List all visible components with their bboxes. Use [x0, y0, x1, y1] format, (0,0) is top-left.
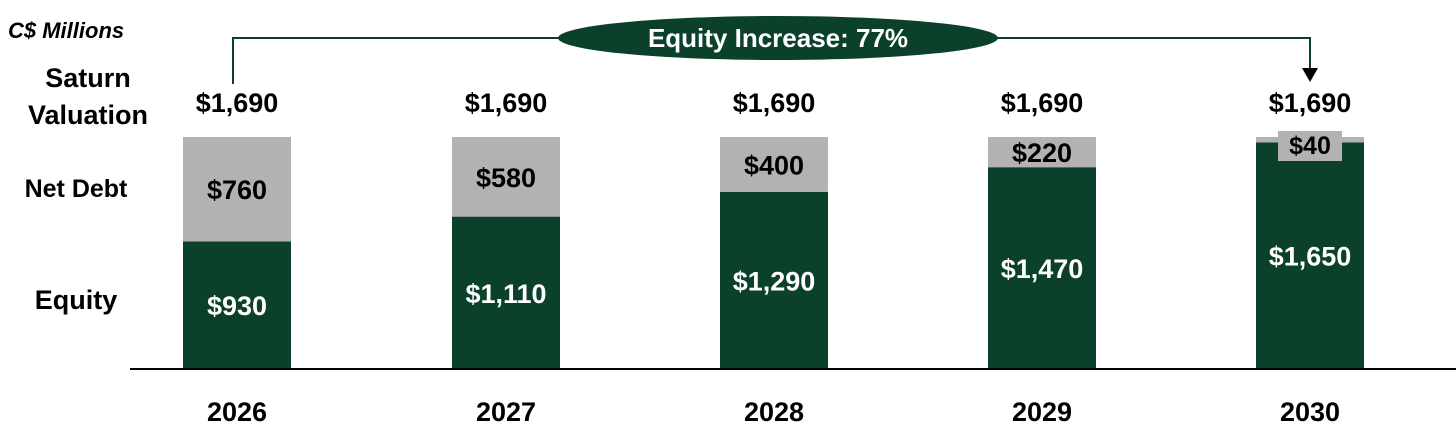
label-net-debt-2027: $580: [476, 163, 536, 193]
row-label-valuation-line2: Valuation: [28, 100, 148, 130]
tick-label-2030: 2030: [1280, 397, 1340, 427]
tick-label-2028: 2028: [744, 397, 804, 427]
label-equity-2030: $1,650: [1269, 242, 1352, 272]
bar-equity-2030: [1256, 142, 1364, 369]
label-total-2029: $1,690: [1001, 88, 1084, 118]
bars-group: $930 $760 $1,690 2026 $1,110 $580 $1,690 2027 $1…: [183, 88, 1364, 427]
row-label-equity: Equity: [35, 285, 118, 315]
callout-text: Equity Increase: 77%: [648, 23, 908, 53]
bar-net-debt-2027: [452, 137, 560, 217]
bar-equity-2028: [720, 191, 828, 369]
label-equity-2026: $930: [207, 291, 267, 321]
label-total-2027: $1,690: [465, 88, 548, 118]
unit-label: C$ Millions: [8, 18, 124, 43]
label-equity-2027: $1,110: [465, 279, 546, 309]
label-equity-2028: $1,290: [733, 266, 816, 296]
label-net-debt-2028: $400: [744, 150, 804, 180]
callout-ellipse: [558, 16, 998, 60]
tick-label-2026: 2026: [207, 397, 267, 427]
label-net-debt-2030: $40: [1289, 132, 1331, 160]
row-label-valuation-line1: Saturn: [45, 63, 131, 93]
label-net-debt-2026: $760: [207, 175, 267, 205]
tick-label-2027: 2027: [476, 397, 536, 427]
label-box-net-debt-2030: [1278, 131, 1342, 161]
connector-arrowhead: [1302, 68, 1318, 82]
label-total-2028: $1,690: [733, 88, 816, 118]
bar-net-debt-2028: [720, 137, 828, 192]
label-equity-2029: $1,470: [1001, 254, 1084, 284]
bar-net-debt-2026: [183, 137, 291, 242]
bar-equity-2029: [988, 167, 1096, 369]
label-total-2026: $1,690: [196, 88, 279, 118]
bar-net-debt-2029: [988, 137, 1096, 168]
label-total-2030: $1,690: [1269, 88, 1352, 118]
row-label-net-debt: Net Debt: [25, 175, 128, 203]
tick-label-2029: 2029: [1012, 397, 1072, 427]
bar-equity-2026: [183, 241, 291, 369]
bar-equity-2027: [452, 216, 560, 369]
label-net-debt-2029: $220: [1012, 138, 1072, 168]
